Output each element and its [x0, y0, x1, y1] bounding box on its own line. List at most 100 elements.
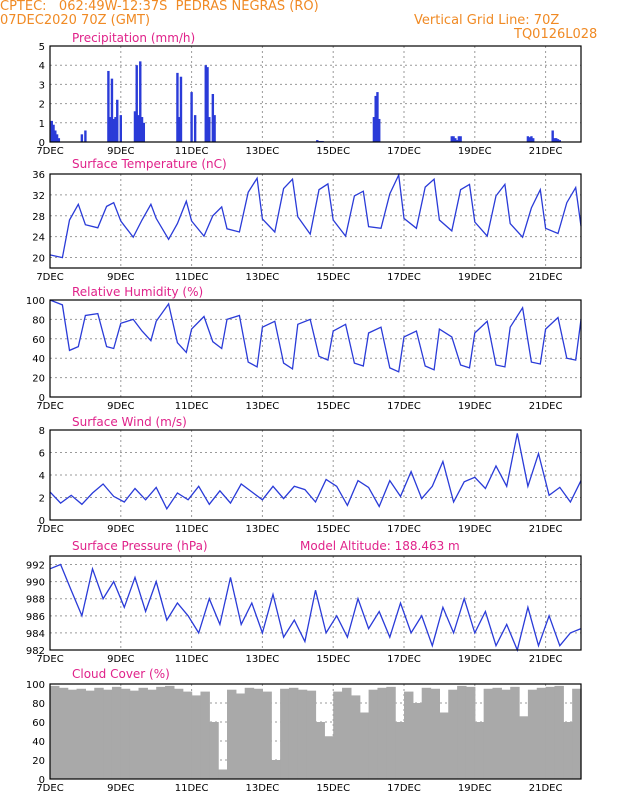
- cloud-bar: [297, 689, 308, 779]
- x-tick-label: 11DEC: [175, 524, 209, 535]
- precip-bar: [457, 136, 461, 142]
- y-tick-label: 1: [39, 119, 45, 130]
- y-tick-label: 40: [32, 737, 45, 748]
- y-tick-label: 0: [39, 516, 45, 527]
- cloud-bar: [527, 689, 538, 779]
- x-tick-label: 17DEC: [387, 401, 421, 412]
- cloud-bar: [350, 695, 361, 779]
- panel-2: 20 24 28 32 36 7DEC 9DEC 11DEC 13DEC 15DEC 17DEC 19…: [32, 157, 582, 283]
- cloud-bar: [165, 685, 175, 779]
- cloud-bar: [439, 712, 449, 779]
- precip-bar: [526, 136, 530, 142]
- x-tick-label: 7DEC: [36, 654, 63, 665]
- cloud-bar: [173, 688, 184, 779]
- cloud-bar: [147, 689, 157, 779]
- y-tick-label: 0: [39, 393, 45, 404]
- y-tick-label: 4: [39, 471, 45, 482]
- y-tick-label: 992: [26, 561, 45, 572]
- cloud-bar: [271, 760, 281, 779]
- precip-bar: [139, 61, 142, 142]
- x-tick-label: 9DEC: [107, 272, 134, 283]
- precip-bar: [84, 130, 87, 142]
- panel-subtitle: Model Altitude: 188.463 m: [300, 539, 460, 553]
- x-tick-label: 15DEC: [316, 783, 350, 794]
- x-tick-label: 11DEC: [175, 272, 209, 283]
- precip-bar: [110, 78, 114, 142]
- panel-title: Surface Pressure (hPa): [72, 539, 208, 553]
- cloud-bar: [359, 712, 370, 779]
- cloud-bar: [288, 687, 299, 779]
- cloud-bar: [227, 689, 237, 779]
- series-line: [49, 299, 582, 373]
- y-tick-label: 24: [32, 233, 45, 244]
- x-tick-label: 9DEC: [107, 783, 134, 794]
- x-tick-label: 13DEC: [246, 401, 280, 412]
- cloud-bar: [138, 687, 148, 779]
- x-tick-label: 15DEC: [316, 524, 350, 535]
- x-tick-label: 21DEC: [529, 272, 563, 283]
- precip-bar: [452, 136, 455, 142]
- x-tick-label: 7DEC: [36, 783, 63, 794]
- cloud-bar: [474, 722, 485, 779]
- x-tick-label: 17DEC: [387, 524, 421, 535]
- precip-bar: [57, 138, 61, 142]
- x-tick-label: 17DEC: [387, 272, 421, 283]
- cloud-bar: [244, 687, 255, 779]
- x-tick-label: 19DEC: [458, 146, 492, 157]
- cloud-bar: [412, 703, 423, 779]
- x-tick-label: 7DEC: [36, 401, 63, 412]
- x-tick-label: 7DEC: [36, 272, 63, 283]
- y-tick-label: 984: [26, 629, 45, 640]
- precip-bar: [142, 122, 146, 142]
- y-tick-label: 40: [32, 354, 45, 365]
- x-tick-label: 7DEC: [36, 524, 63, 535]
- x-tick-label: 11DEC: [175, 654, 209, 665]
- precip-bar: [193, 115, 197, 142]
- x-tick-label: 9DEC: [107, 524, 134, 535]
- precip-bar: [376, 92, 379, 142]
- precip-bar: [206, 67, 209, 142]
- y-tick-label: 20: [32, 254, 45, 265]
- y-tick-label: 988: [26, 595, 45, 606]
- header-model-id: TQ0126L028: [514, 27, 598, 42]
- x-tick-label: 13DEC: [246, 654, 280, 665]
- x-tick-label: 11DEC: [175, 783, 209, 794]
- precip-bar: [80, 134, 84, 142]
- cloud-bar: [448, 689, 458, 779]
- x-tick-label: 13DEC: [246, 524, 280, 535]
- precip-bar: [176, 72, 179, 142]
- cloud-bar: [501, 689, 511, 779]
- precip-bar: [107, 70, 110, 142]
- panel-6: 0 20 40 60 80 100 7DEC 9DEC 11DEC 13DEC 15DEC 17DEC…: [26, 667, 582, 794]
- cloud-bar: [377, 687, 387, 779]
- cloud-bar: [457, 685, 467, 779]
- y-tick-label: 80: [32, 315, 45, 326]
- y-tick-label: 100: [26, 296, 45, 307]
- cloud-bar: [156, 686, 166, 779]
- cloud-bar: [58, 687, 69, 779]
- y-tick-label: 60: [32, 335, 45, 346]
- panel-frame: [49, 429, 582, 521]
- precip-bar: [50, 120, 53, 142]
- precip-bar: [555, 138, 558, 142]
- precip-bar: [454, 138, 457, 142]
- panel-title: Cloud Cover (%): [72, 667, 170, 681]
- cloud-bar: [324, 736, 334, 779]
- cloud-bar: [315, 722, 325, 779]
- x-tick-label: 15DEC: [316, 654, 350, 665]
- y-tick-label: 20: [32, 756, 45, 767]
- cloud-bar: [306, 690, 317, 779]
- cloud-bar: [129, 690, 140, 779]
- x-tick-label: 21DEC: [529, 401, 563, 412]
- y-tick-label: 2: [39, 494, 45, 505]
- cloud-bar: [120, 688, 131, 779]
- cloud-bar: [395, 722, 405, 779]
- precip-bar: [556, 139, 560, 142]
- precip-bar: [528, 137, 531, 142]
- precip-bar: [553, 138, 556, 142]
- precip-bar: [459, 136, 462, 142]
- x-tick-label: 21DEC: [529, 524, 563, 535]
- cloud-bar: [510, 686, 520, 779]
- cloud-bar: [572, 688, 582, 779]
